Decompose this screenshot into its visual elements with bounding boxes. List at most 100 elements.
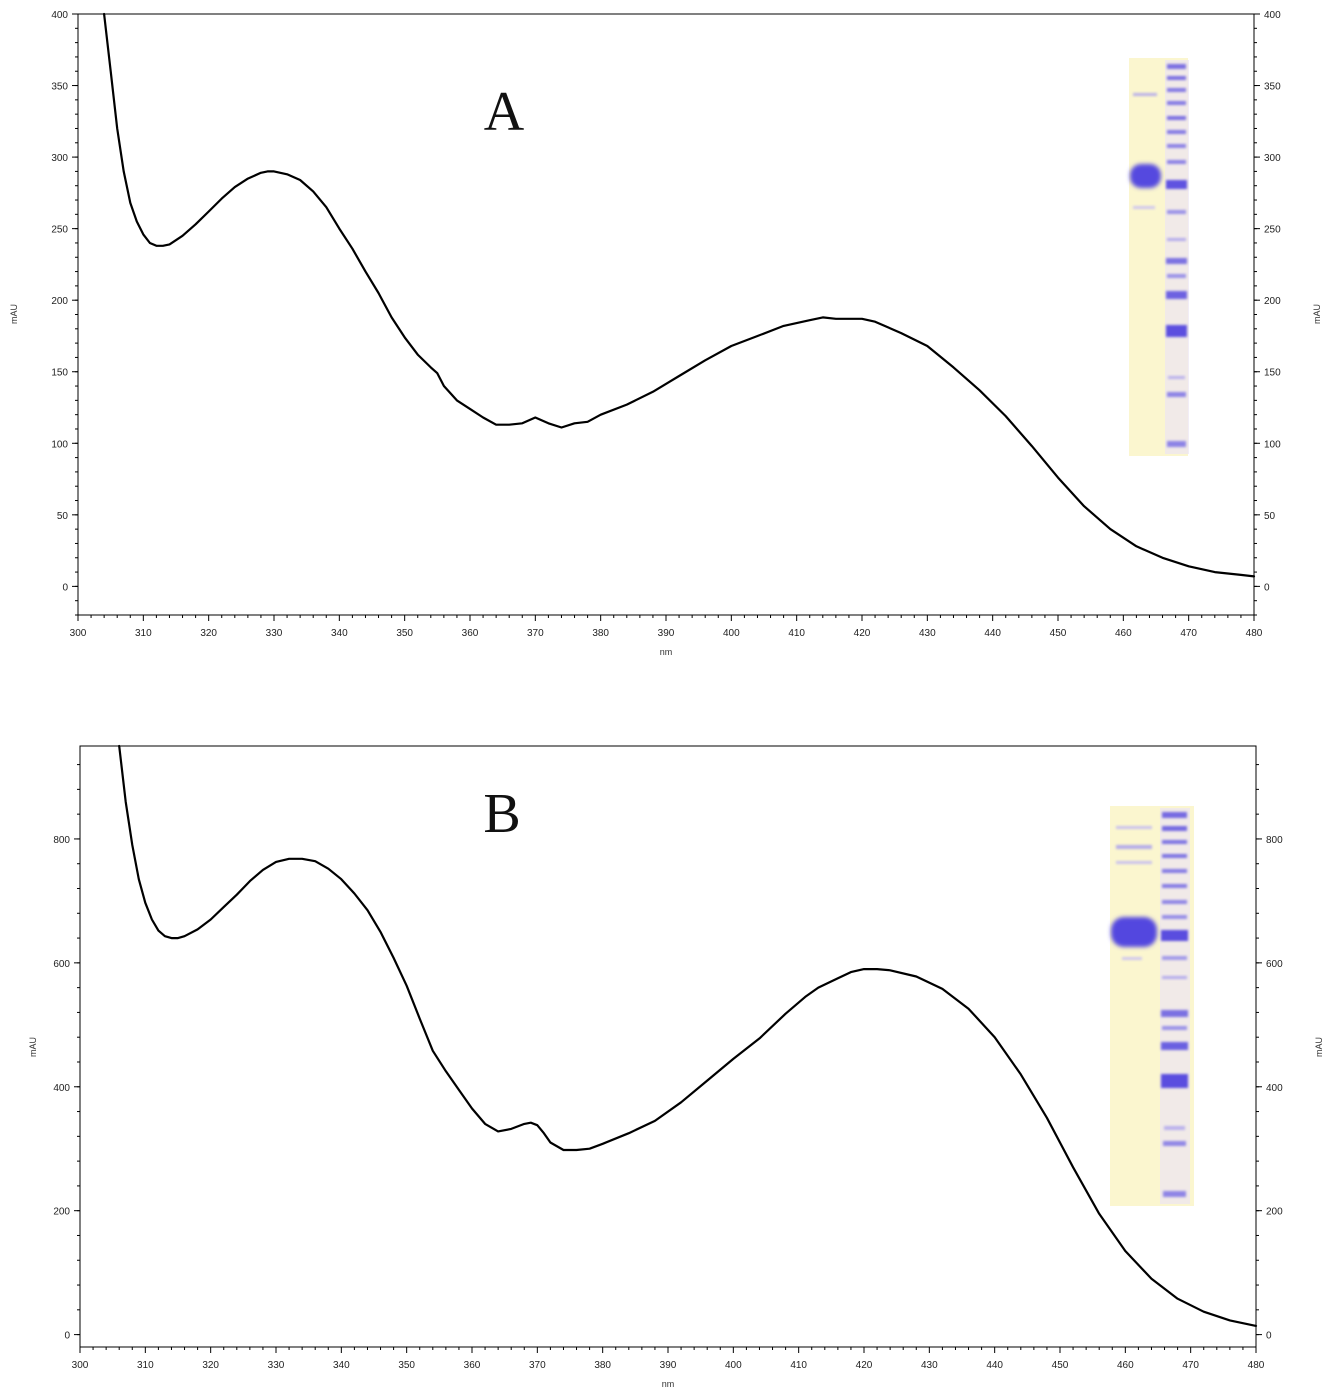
x-tick-label: 430 <box>919 628 936 639</box>
y-tick-label-right: 800 <box>1266 835 1283 846</box>
y-tick-label-right: 100 <box>1264 439 1281 450</box>
gel-band <box>1162 915 1187 919</box>
x-axis-label: nm <box>662 1379 675 1389</box>
y-tick-label: 600 <box>53 959 70 970</box>
gel-inset <box>1129 58 1189 456</box>
x-tick-label: 300 <box>72 1360 89 1371</box>
gel-band <box>1116 845 1152 849</box>
gel-band <box>1162 1026 1187 1030</box>
y-tick-label: 250 <box>51 225 68 236</box>
gel-band <box>1161 1074 1188 1088</box>
x-tick-label: 310 <box>137 1360 154 1371</box>
gel-band <box>1162 826 1187 831</box>
gel-band <box>1162 812 1187 818</box>
gel-inset <box>1110 806 1194 1206</box>
x-tick-label: 370 <box>527 628 544 639</box>
y-tick-label: 300 <box>51 153 68 164</box>
gel-band <box>1167 441 1186 447</box>
x-tick-label: 450 <box>1050 628 1067 639</box>
gel-band <box>1163 1141 1186 1146</box>
x-tick-label: 470 <box>1182 1360 1199 1371</box>
y-tick-label-right: 200 <box>1266 1207 1283 1218</box>
x-tick-label: 330 <box>266 628 283 639</box>
gel-band <box>1167 76 1186 80</box>
x-tick-label: 440 <box>986 1360 1003 1371</box>
gel-sample-lane <box>1111 826 1157 960</box>
gel-band <box>1164 1126 1185 1130</box>
y-tick-label: 100 <box>51 439 68 450</box>
x-tick-label: 390 <box>660 1360 677 1371</box>
x-axis: 300 310 320 330 340 350 360 370 380 390 400 410 420 4… <box>70 615 1263 639</box>
gel-band <box>1166 291 1187 299</box>
gel-marker-lane <box>1165 60 1189 454</box>
gel-band <box>1161 1042 1188 1050</box>
gel-band <box>1167 144 1186 148</box>
y-tick-label-right: 50 <box>1264 511 1276 522</box>
x-axis: 300 310 320 330 340 350 360 370 380 390 400 410 420 4… <box>72 1347 1265 1371</box>
y-tick-label-right: 250 <box>1264 225 1281 236</box>
x-tick-label: 350 <box>396 628 413 639</box>
x-tick-label: 420 <box>854 628 871 639</box>
y-tick-label: 0 <box>64 1331 70 1342</box>
y-axis-label-left: mAU <box>9 304 19 324</box>
x-tick-label: 400 <box>725 1360 742 1371</box>
y-axis-label-right: mAU <box>1312 304 1322 324</box>
series-layer <box>103 12 1256 578</box>
y-tick-label-right: 400 <box>1264 10 1281 21</box>
gel-band <box>1133 206 1155 209</box>
y-tick-label: 350 <box>51 82 68 93</box>
y-axis-label-right: mAU <box>1314 1037 1324 1057</box>
x-tick-label: 330 <box>268 1360 285 1371</box>
panel-a: 300 310 320 330 340 350 360 370 380 390 400 410 420 4… <box>9 10 1322 657</box>
gel-band <box>1167 64 1186 69</box>
x-tick-label: 360 <box>462 628 479 639</box>
y-tick-label-right: 0 <box>1266 1331 1272 1342</box>
x-tick-label: 410 <box>788 628 805 639</box>
gel-band <box>1166 325 1187 337</box>
x-tick-label: 340 <box>333 1360 350 1371</box>
gel-marker-lane <box>1160 808 1190 1204</box>
panel-label-b: B <box>483 783 520 845</box>
y-axis: 0 0 50 50 100 100 150 150 200 200 250 250 300 300 350 3… <box>51 10 1281 616</box>
gel-band <box>1116 826 1152 829</box>
x-tick-label: 390 <box>658 628 675 639</box>
x-tick-label: 360 <box>464 1360 481 1371</box>
gel-band <box>1162 900 1187 904</box>
gel-marker-bands <box>1161 812 1188 1197</box>
x-tick-label: 450 <box>1052 1360 1069 1371</box>
x-tick-label: 380 <box>592 628 609 639</box>
gel-band <box>1166 180 1187 189</box>
gel-band <box>1162 884 1187 888</box>
x-tick-label: 320 <box>202 1360 219 1371</box>
panel-label-a: A <box>484 81 525 143</box>
plot-frame <box>77 13 1255 616</box>
x-tick-label: 320 <box>200 628 217 639</box>
y-tick-label-right: 0 <box>1264 582 1270 593</box>
plot-frame <box>79 745 1257 1348</box>
y-tick-label: 150 <box>51 368 68 379</box>
gel-band <box>1167 274 1186 278</box>
y-tick-label: 400 <box>51 10 68 21</box>
gel-band <box>1167 116 1186 120</box>
x-tick-label: 350 <box>398 1360 415 1371</box>
gel-band <box>1167 160 1186 164</box>
x-axis-label: nm <box>660 647 673 657</box>
gel-band <box>1167 238 1186 241</box>
x-tick-label: 370 <box>529 1360 546 1371</box>
x-tick-label: 400 <box>723 628 740 639</box>
gel-band <box>1167 88 1186 92</box>
gel-band <box>1162 869 1187 873</box>
gel-band <box>1111 917 1157 947</box>
gel-band <box>1130 164 1161 188</box>
x-tick-label: 410 <box>790 1360 807 1371</box>
y-tick-label: 0 <box>62 582 68 593</box>
x-tick-label: 460 <box>1115 628 1132 639</box>
gel-band <box>1167 101 1186 105</box>
gel-band <box>1161 930 1188 941</box>
gel-band <box>1167 130 1186 134</box>
x-tick-label: 440 <box>984 628 1001 639</box>
gel-band <box>1163 1191 1186 1197</box>
y-tick-label-right: 150 <box>1264 368 1281 379</box>
gel-band <box>1161 1010 1188 1017</box>
